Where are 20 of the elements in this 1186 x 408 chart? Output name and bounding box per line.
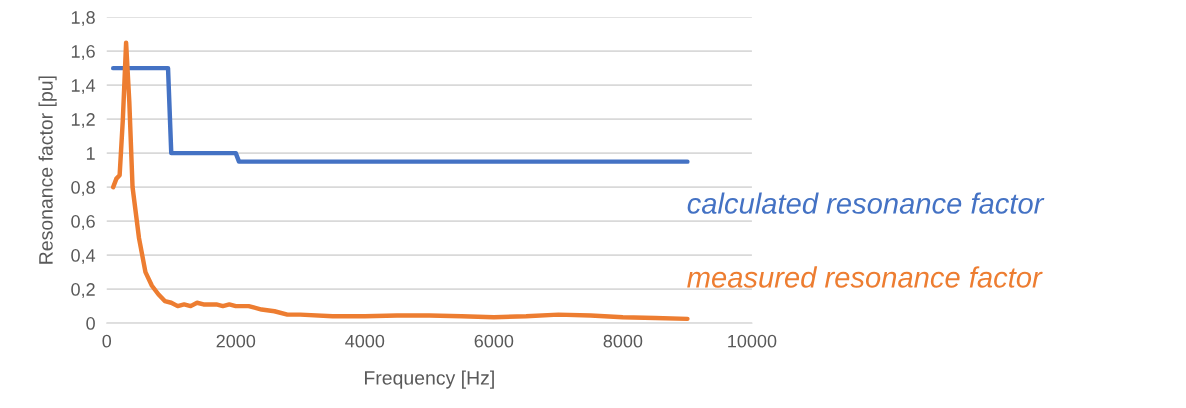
x-tick-label: 2000 bbox=[216, 334, 256, 348]
x-tick-label: 10000 bbox=[728, 334, 777, 348]
x-tick-label: 6000 bbox=[474, 334, 514, 348]
y-tick-label: 0,4 bbox=[71, 249, 96, 264]
x-axis-title: Frequency [Hz] bbox=[365, 370, 494, 389]
y-tick-label: 0,6 bbox=[71, 215, 95, 230]
y-tick-label: 0,8 bbox=[71, 181, 95, 196]
y-tick-label: 0 bbox=[86, 317, 95, 330]
x-tick-label: 4000 bbox=[345, 334, 385, 348]
series-label: calculated resonance factor bbox=[687, 192, 1045, 214]
y-axis-title: Resonance factor [pu] bbox=[38, 76, 57, 264]
y-tick-label: 1,8 bbox=[71, 11, 95, 26]
x-tick-label: 0 bbox=[102, 334, 112, 348]
y-tick-label: 1,4 bbox=[71, 79, 96, 94]
y-tick-label: 1 bbox=[86, 147, 95, 160]
y-tick-label: 1,2 bbox=[71, 113, 95, 128]
y-tick-label: 0,2 bbox=[71, 283, 95, 298]
series-label: measured resonance factor bbox=[687, 266, 1043, 288]
x-tick-label: 8000 bbox=[603, 334, 643, 348]
y-tick-label: 1,6 bbox=[71, 45, 95, 60]
